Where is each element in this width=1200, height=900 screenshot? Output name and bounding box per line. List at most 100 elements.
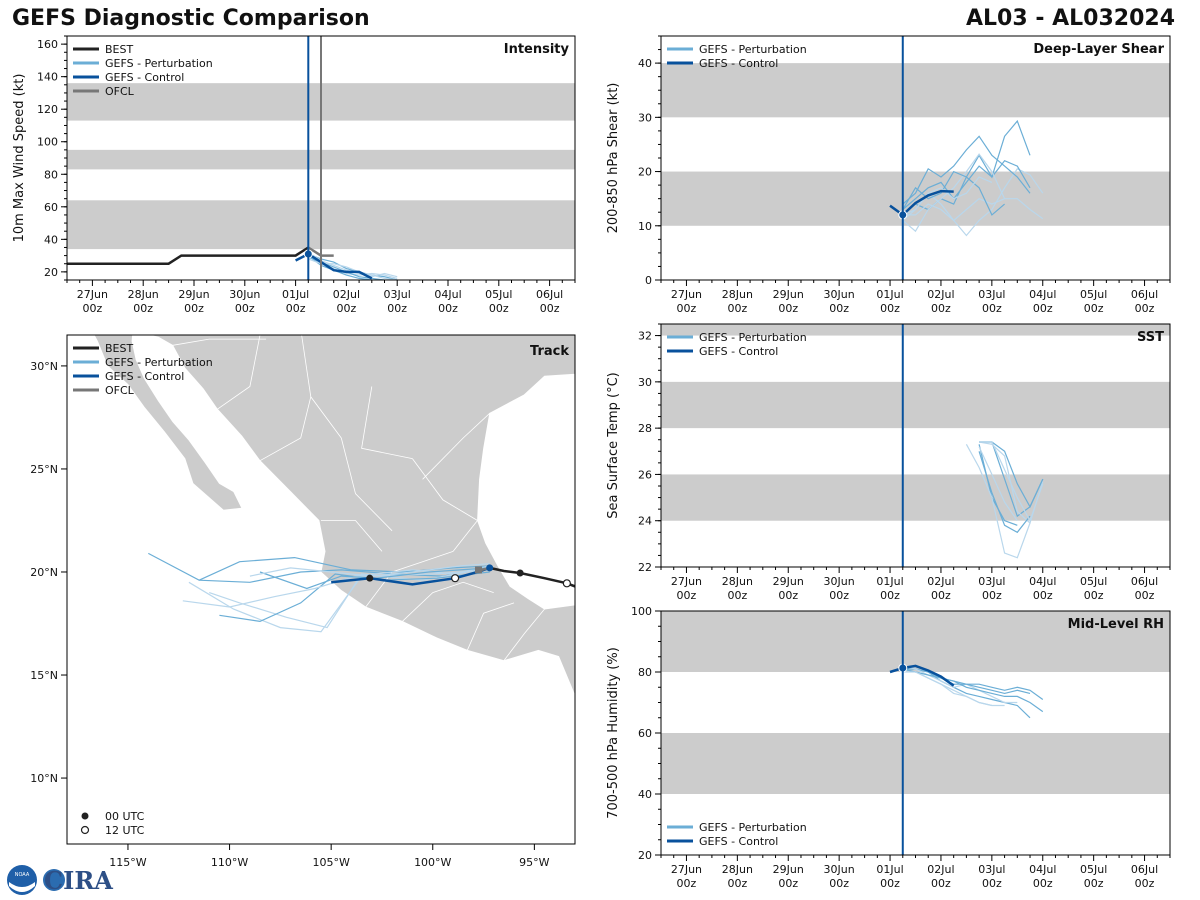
shear-x-tick-hour-label: 00z: [1135, 302, 1155, 315]
rh-x-tick-label: 05Jul: [1080, 863, 1107, 876]
state-border: [321, 520, 383, 552]
sst-y-tick-label: 26: [638, 468, 652, 481]
intensity-x-tick-hour-label: 00z: [387, 302, 407, 315]
intensity-x-tick-hour-label: 00z: [133, 302, 153, 315]
sst-perturbation-line: [965, 444, 1031, 559]
state-border: [402, 581, 494, 622]
state-border: [217, 335, 261, 410]
intensity-y-tick-label: 40: [44, 233, 58, 246]
track-control-12utc-marker: [451, 574, 460, 583]
intensity-x-tick-label: 03Jul: [384, 288, 411, 301]
track-x-tick-label: 115°W: [109, 856, 146, 869]
track-y-tick-label: 10°N: [30, 772, 58, 785]
shear-x-tick-hour-label: 00z: [880, 302, 900, 315]
intensity-x-tick-hour-label: 00z: [438, 302, 458, 315]
rh-x-tick-label: 28Jun: [722, 863, 753, 876]
shear-x-tick-hour-label: 00z: [1033, 302, 1053, 315]
rh-x-tick-hour-label: 00z: [880, 877, 900, 890]
rh-x-tick-hour-label: 00z: [778, 877, 798, 890]
shear-legend-label: GEFS - Perturbation: [699, 43, 807, 56]
shear-x-tick-hour-label: 00z: [1084, 302, 1104, 315]
rh-y-tick-label: 100: [631, 605, 652, 618]
track-control-00utc-marker: [366, 574, 374, 582]
track-y-tick-label: 25°N: [30, 463, 58, 476]
shear-y-axis-label: 200-850 hPa Shear (kt): [606, 83, 621, 234]
rh-x-tick-hour-label: 00z: [677, 877, 697, 890]
state-border: [422, 413, 490, 480]
intensity-legend-label: BEST: [105, 43, 133, 56]
sst-band: [661, 324, 1170, 336]
shear-legend-label: GEFS - Control: [699, 57, 778, 70]
shear-x-tick-label: 04Jul: [1029, 288, 1056, 301]
sst-x-tick-hour-label: 00z: [982, 589, 1002, 602]
track-x-tick-label: 110°W: [211, 856, 248, 869]
track-frame: [66, 334, 576, 845]
shear-x-tick-label: 29Jun: [773, 288, 804, 301]
sst-x-tick-label: 02Jul: [927, 575, 954, 588]
shear-x-tick-label: 06Jul: [1131, 288, 1158, 301]
sst-legend-label: GEFS - Control: [699, 345, 778, 358]
intensity-y-tick-label: 140: [37, 71, 58, 84]
shear-x-tick-label: 03Jul: [978, 288, 1005, 301]
rh-y-axis-label: 700-500 hPa Humidity (%): [606, 647, 621, 819]
shear-x-tick-hour-label: 00z: [677, 302, 697, 315]
shear-x-tick-hour-label: 00z: [931, 302, 951, 315]
intensity-panel-label: Intensity: [504, 42, 570, 57]
shear-perturbation-line: [902, 176, 993, 216]
sst-x-tick-hour-label: 00z: [931, 589, 951, 602]
sst-x-tick-hour-label: 00z: [778, 589, 798, 602]
track-perturbation-line: [188, 569, 490, 633]
sst-x-tick-hour-label: 00z: [880, 589, 900, 602]
sst-x-tick-label: 06Jul: [1131, 575, 1158, 588]
rh-perturbation-line: [902, 668, 1044, 713]
intensity-y-axis-label: 10m Max Wind Speed (kt): [12, 74, 27, 243]
track-marker-legend-12utc-dot: [80, 825, 90, 835]
sst-y-tick-label: 22: [638, 561, 652, 574]
shear-perturbation-line: [902, 135, 1031, 205]
intensity-best-line: [67, 246, 309, 265]
rh-x-tick-hour-label: 00z: [1033, 877, 1053, 890]
rh-band: [661, 733, 1170, 794]
rh-x-tick-label: 06Jul: [1131, 863, 1158, 876]
track-marker-legend-00utc-dot: [81, 812, 89, 820]
noaa-wave-icon: [9, 882, 35, 892]
shear-perturbation-line: [902, 170, 1005, 216]
track-best-12utc-marker: [562, 579, 571, 588]
shear-perturbation-line: [902, 159, 1031, 210]
noaa-cira-logo: NOAA CIRA: [7, 865, 113, 895]
intensity-y-tick-label: 20: [44, 266, 58, 279]
shear-y-tick-label: 40: [638, 57, 652, 70]
shear-x-tick-hour-label: 00z: [982, 302, 1002, 315]
track-ofcl-marker: [474, 566, 482, 574]
rh-y-tick-label: 60: [638, 727, 652, 740]
baja-california: [93, 335, 243, 511]
sst-y-tick-label: 32: [638, 330, 652, 343]
sst-x-tick-label: 27Jun: [671, 575, 702, 588]
state-border: [365, 551, 454, 608]
sst-x-tick-hour-label: 00z: [727, 589, 747, 602]
rh-perturbation-line: [902, 665, 1018, 704]
rh-x-tick-label: 29Jun: [773, 863, 804, 876]
shear-y-tick-label: 20: [638, 166, 652, 179]
sst-perturbation-line: [978, 451, 1031, 534]
rh-x-tick-label: 02Jul: [927, 863, 954, 876]
rh-legend-label: GEFS - Perturbation: [699, 821, 807, 834]
sst-panel-label: SST: [1137, 330, 1164, 345]
track-x-tick-label: 105°W: [312, 856, 349, 869]
rh-x-tick-label: 01Jul: [876, 863, 903, 876]
intensity-x-tick-hour-label: 00z: [286, 302, 306, 315]
track-y-tick-label: 20°N: [30, 566, 58, 579]
rh-x-tick-label: 30Jun: [824, 863, 855, 876]
track-perturbation-line: [219, 571, 490, 623]
land-map: [93, 335, 575, 696]
sst-frame: [660, 323, 1171, 568]
track-x-tick-label: 100°W: [414, 856, 451, 869]
rh-legend-label: GEFS - Control: [699, 835, 778, 848]
noaa-logo-text: NOAA: [15, 872, 30, 878]
shear-panel-label: Deep-Layer Shear: [1033, 42, 1164, 57]
shear-x-tick-label: 01Jul: [876, 288, 903, 301]
rh-perturbation-line: [902, 671, 993, 707]
sst-x-tick-label: 30Jun: [824, 575, 855, 588]
sst-x-tick-hour-label: 00z: [829, 589, 849, 602]
